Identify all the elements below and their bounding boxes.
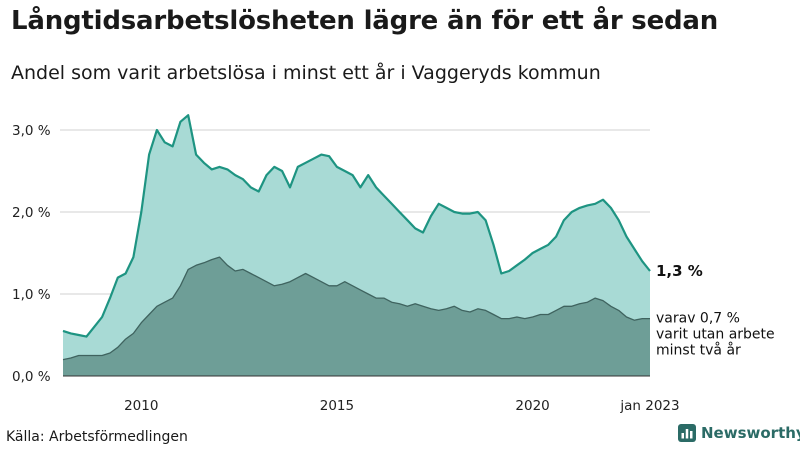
end-label-long: varav 0,7 % [656,311,740,327]
source-text: Källa: Arbetsförmedlingen [6,429,188,445]
chart-title: Långtidsarbetslösheten lägre än för ett … [11,6,719,36]
y-tick-label: 2,0 % [12,205,51,221]
x-tick-label: jan 2023 [619,398,679,414]
end-label-long: minst två år [656,342,741,359]
newsworthy-icon [678,424,696,442]
y-tick-label: 0,0 % [12,369,51,385]
y-tick-label: 3,0 % [12,123,51,139]
y-tick-label: 1,0 % [12,287,51,303]
brand-name: Newsworthy [701,424,800,442]
end-label-total: 1,3 % [656,262,703,280]
brand-logo: Newsworthy [678,424,800,442]
series-long-line [62,256,650,361]
x-tick-label: 2010 [124,398,158,414]
x-tick-label: 2015 [320,398,354,414]
x-tick-label: 2020 [515,398,549,414]
chart-subtitle: Andel som varit arbetslösa i minst ett å… [11,62,601,84]
series-long-area [63,257,650,376]
series-total-line [62,114,651,338]
end-label-long: varit utan arbete [656,327,775,343]
